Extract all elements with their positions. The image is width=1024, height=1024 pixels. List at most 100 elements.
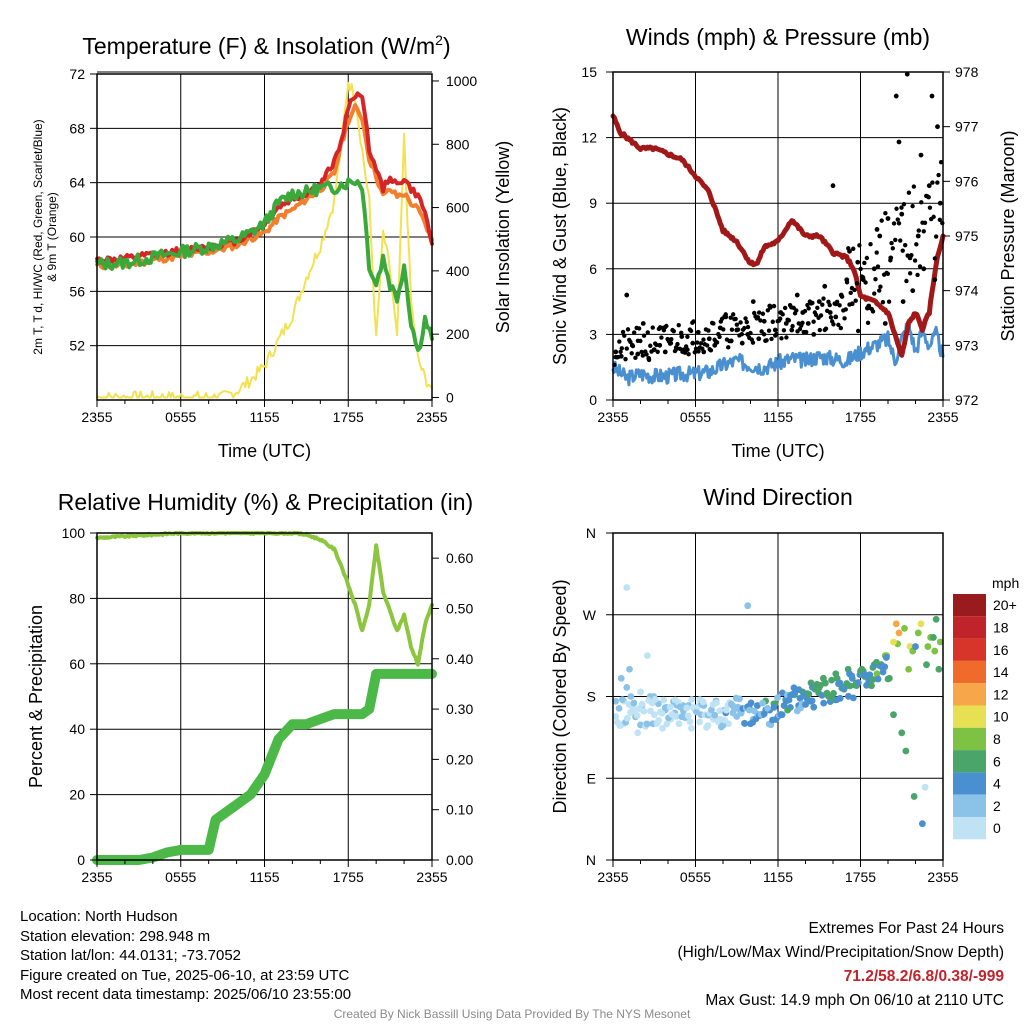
gust-point <box>810 300 815 306</box>
direction-point <box>659 724 666 732</box>
direction-point <box>713 699 720 707</box>
gust-point <box>901 201 907 207</box>
direction-point <box>634 729 642 737</box>
direction-point <box>623 714 631 722</box>
dir-xtick-label: 2355 <box>597 869 628 885</box>
gust-point <box>679 330 684 336</box>
rh-xtick-label: 0555 <box>165 869 196 885</box>
solar-ylabel-text: Solar Insolation (Yellow) <box>493 141 513 333</box>
dewpoint-line <box>95 177 434 352</box>
figure-created: Figure created on Tue, 2025-06-10, at 23… <box>20 966 350 984</box>
direction-point <box>873 670 881 678</box>
solar-ytick-label: 200 <box>446 326 470 342</box>
dir-ylabel: Direction (Colored By Speed) <box>550 579 570 813</box>
gust-point <box>860 275 866 280</box>
gust-point <box>688 328 694 334</box>
gust-point <box>768 305 773 310</box>
gust-point <box>633 355 638 361</box>
pressure-ytick-label: 973 <box>955 337 979 353</box>
direction-point <box>866 671 874 679</box>
gust-point <box>890 246 896 251</box>
temp-ytick-label: 56 <box>69 283 85 299</box>
gust-point <box>899 211 905 217</box>
direction-point <box>808 697 816 705</box>
gust-point <box>739 340 745 346</box>
direction-point <box>617 674 625 682</box>
gust-point <box>761 318 767 324</box>
gust-point <box>728 315 733 320</box>
direction-point <box>638 700 646 708</box>
wind-ylabel: Sonic Wind & Gust (Blue, Black) <box>550 107 570 365</box>
gust-point <box>863 280 868 285</box>
speed-legend-label: 18 <box>993 619 1009 635</box>
temp-xlabel: Time (UTC) <box>218 441 311 461</box>
gust-point <box>770 319 775 324</box>
solar-ytick-label: 600 <box>446 200 470 216</box>
gust-point <box>855 328 861 334</box>
gust-point <box>750 299 756 304</box>
speed-legend: mph 20+ 18 16 14 12 10 8 6 4 2 0 <box>953 575 1019 840</box>
wind-ytick-label: 0 <box>589 392 597 408</box>
gust-point <box>755 315 761 320</box>
gust-point <box>655 349 660 355</box>
gust-point <box>933 234 939 239</box>
wind-xlabel: Time (UTC) <box>731 441 824 461</box>
gust-point <box>657 342 663 348</box>
direction-point <box>627 693 635 700</box>
direction-point <box>924 643 932 650</box>
gust-point <box>639 349 644 355</box>
gust-point <box>786 318 792 323</box>
rh-ytick-label: 0 <box>77 852 85 868</box>
extremes-subtitle: (High/Low/Max Wind/Precipitation/Snow De… <box>677 944 1005 961</box>
gust-point <box>938 159 944 165</box>
direction-point <box>675 720 683 728</box>
gust-point <box>726 345 731 350</box>
gust-point <box>629 351 634 356</box>
direction-point <box>661 704 669 712</box>
gust-point <box>821 296 826 301</box>
gust-point <box>827 302 832 308</box>
temp-ylabel-line2: & 9m T (Orange) <box>45 192 59 282</box>
direction-point <box>936 638 944 646</box>
gust-point <box>669 337 674 342</box>
pressure-ytick-label: 977 <box>955 119 979 135</box>
gust-point <box>671 328 676 334</box>
pressure-ytick-label: 976 <box>955 173 979 189</box>
gust-point <box>696 349 701 354</box>
gust-point <box>780 312 785 317</box>
gust-point <box>729 327 735 332</box>
speed-legend-label: 2 <box>993 798 1001 814</box>
gust-point <box>745 324 751 330</box>
temp-ylabel-line1: 2m T, T d, HI/WC (Red, Green, Scarlet/Bl… <box>31 119 45 354</box>
gust-point <box>865 320 871 326</box>
gust-point <box>926 183 932 189</box>
gust-point <box>677 346 683 352</box>
temp-ytick-label: 68 <box>69 120 85 136</box>
direction-point <box>848 672 856 680</box>
gust-point <box>698 341 704 346</box>
gust-point <box>874 227 880 232</box>
wind-xtick-label: 0555 <box>680 409 711 425</box>
direction-point <box>935 665 943 673</box>
direction-point <box>912 643 919 650</box>
gust-point <box>717 334 722 340</box>
gust-point <box>752 310 757 316</box>
gust-point <box>931 214 936 220</box>
gust-point <box>624 292 630 298</box>
gust-point <box>811 332 817 337</box>
gust-point <box>932 256 938 261</box>
gust-point <box>936 172 941 178</box>
gust-point <box>902 242 908 248</box>
direction-point <box>651 695 659 703</box>
gust-point <box>756 310 762 315</box>
gust-point <box>619 346 624 351</box>
gust-point <box>679 334 685 339</box>
pressure-ytick-label: 978 <box>955 64 979 80</box>
temp-ytick-label: 60 <box>69 229 85 245</box>
speed-legend-swatch <box>953 594 986 617</box>
gust-point <box>919 200 924 205</box>
direction-point <box>759 699 766 707</box>
direction-point <box>923 661 930 669</box>
gust-point <box>894 206 899 211</box>
gust-point <box>854 281 860 286</box>
